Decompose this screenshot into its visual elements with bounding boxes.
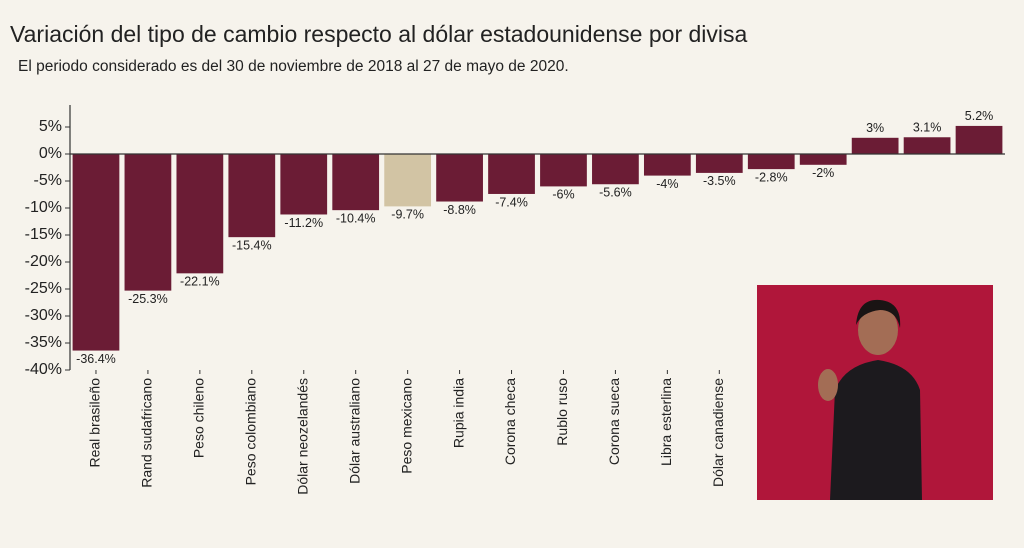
video-inset (757, 285, 993, 500)
y-tick-label: 0% (39, 145, 62, 162)
value-label: -4% (656, 177, 678, 191)
value-label: 3.1% (913, 121, 942, 135)
y-tick-label: -5% (34, 172, 62, 189)
chart-subtitle: El periodo considerado es del 30 de novi… (18, 58, 569, 75)
x-tick-label: Libra esterlina (658, 378, 674, 466)
value-label: -10.4% (336, 211, 376, 225)
value-label: -7.4% (495, 195, 528, 209)
value-label: -36.4% (76, 352, 116, 366)
y-tick-label: -40% (25, 361, 62, 378)
bar (903, 137, 951, 154)
interpreter-hand (818, 369, 838, 401)
y-tick-label: -35% (25, 334, 62, 351)
x-tick-label: Dólar neozelandés (294, 378, 310, 495)
y-tick-label: -20% (25, 253, 62, 270)
bar (955, 125, 1003, 154)
bar (124, 154, 172, 291)
value-label: -22.1% (180, 275, 220, 289)
y-tick-label: -25% (25, 280, 62, 297)
value-label: 3% (866, 121, 884, 135)
bar (747, 154, 795, 170)
bar (280, 154, 328, 215)
value-label: -2% (812, 166, 834, 180)
x-tick-label: Corona sueca (606, 378, 622, 465)
bar (488, 154, 535, 194)
value-label: 5.2% (965, 109, 994, 123)
bar (384, 154, 432, 207)
y-tick-label: 5% (39, 118, 62, 135)
interpreter-body (830, 360, 922, 500)
value-label: -9.7% (391, 208, 424, 222)
x-tick-label: Peso colombiano (243, 378, 259, 486)
x-tick-label: Corona checa (502, 378, 518, 465)
bar (540, 154, 587, 187)
value-label: -3.5% (703, 174, 736, 188)
bar (695, 154, 743, 173)
y-tick-label: -10% (25, 199, 62, 216)
bar (332, 154, 380, 211)
bar (643, 154, 691, 176)
value-label: -25.3% (128, 292, 168, 306)
value-label: -8.8% (443, 203, 476, 217)
x-tick-label: Peso mexicano (398, 378, 414, 474)
bar (228, 154, 276, 238)
y-tick-label: -15% (25, 226, 62, 243)
bar (851, 137, 899, 154)
bar (592, 154, 639, 185)
chart-title: Variación del tipo de cambio respecto al… (10, 21, 748, 47)
value-label: -15.4% (232, 238, 272, 252)
x-tick-label: Peso chileno (191, 378, 207, 458)
x-tick-label: Dólar canadiense (710, 378, 726, 487)
bar (176, 154, 224, 274)
x-tick-label: Rand sudafricano (139, 378, 155, 488)
x-tick-label: Real brasileño (87, 378, 103, 468)
x-tick-label: Rupia india (450, 378, 466, 448)
bar (436, 154, 483, 202)
y-tick-label: -30% (25, 307, 62, 324)
value-label: -11.2% (284, 216, 323, 230)
value-label: -6% (552, 188, 574, 202)
bar (799, 154, 847, 165)
interpreter-hair (856, 299, 901, 328)
value-label: -5.6% (599, 186, 632, 200)
x-tick-label: Dólar australiano (346, 378, 362, 484)
interpreter-head (858, 305, 898, 355)
bar (72, 154, 120, 351)
x-tick-label: Rublo ruso (554, 378, 570, 446)
value-label: -2.8% (755, 170, 788, 184)
